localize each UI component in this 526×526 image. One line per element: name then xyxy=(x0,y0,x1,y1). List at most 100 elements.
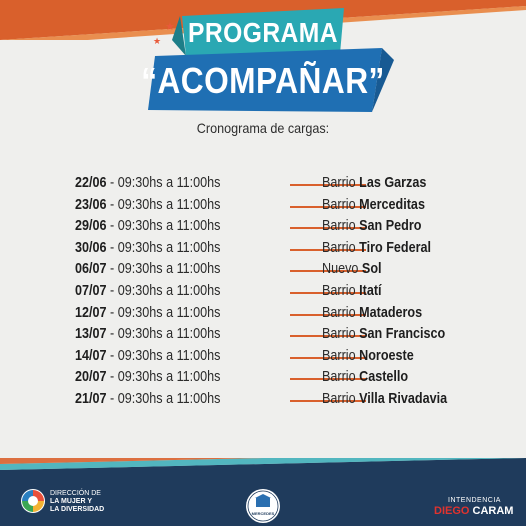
schedule-row: 06/07 - 09:30hs a 11:00hs Nuevo Sol xyxy=(75,260,475,282)
schedule-datetime: 20/07 - 09:30hs a 11:00hs xyxy=(75,368,220,385)
intendencia-name: DIEGO CARAM xyxy=(434,505,513,517)
schedule-divider-line xyxy=(290,378,366,381)
schedule-time: - 09:30hs a 11:00hs xyxy=(106,303,221,321)
schedule-datetime: 23/06 - 09:30hs a 11:00hs xyxy=(75,196,220,213)
schedule-time: - 09:30hs a 11:00hs xyxy=(106,325,221,343)
logo-line: LA MUJER Y xyxy=(50,498,93,505)
place-prefix: Barrio xyxy=(322,368,360,386)
schedule-divider-line xyxy=(290,248,366,251)
schedule-place: Barrio San Francisco xyxy=(322,325,445,342)
schedule-datetime: 22/06 - 09:30hs a 11:00hs xyxy=(75,174,220,191)
place-name: Tiro Federal xyxy=(359,238,432,256)
schedule-divider-line xyxy=(290,205,366,208)
schedule-place: Barrio Noroeste xyxy=(322,347,414,364)
schedule-divider-line xyxy=(290,291,366,294)
place-prefix: Nuevo xyxy=(322,260,362,278)
schedule-datetime: 13/07 - 09:30hs a 11:00hs xyxy=(75,325,220,342)
schedule-time: - 09:30hs a 11:00hs xyxy=(106,368,221,386)
program-title-line2: “ACOMPAÑAR” xyxy=(141,60,385,101)
schedule-divider-line xyxy=(290,356,366,359)
schedule-datetime: 07/07 - 09:30hs a 11:00hs xyxy=(75,282,220,299)
schedule-date: 21/07 xyxy=(75,389,107,407)
schedule-row: 22/06 - 09:30hs a 11:00hs Barrio Las Gar… xyxy=(75,174,475,196)
schedule-time: - 09:30hs a 11:00hs xyxy=(106,346,221,364)
schedule-date: 14/07 xyxy=(75,346,107,364)
mujer-diversidad-logo-text: DIRECCIÓN DE LA MUJER Y LA DIVERSIDAD xyxy=(50,490,104,514)
schedule-divider-line xyxy=(290,399,366,402)
schedule-place: Barrio Villa Rivadavia xyxy=(322,390,447,407)
schedule-divider-line xyxy=(290,335,366,338)
schedule-divider-line xyxy=(290,184,366,186)
place-name: Las Garzas xyxy=(359,174,427,191)
schedule-date: 07/07 xyxy=(75,281,107,299)
place-prefix: Barrio xyxy=(322,217,360,235)
logo-line: LA DIVERSIDAD xyxy=(50,506,105,513)
place-name: Merceditas xyxy=(359,195,425,213)
schedule-date: 22/06 xyxy=(75,174,107,191)
schedule-time: - 09:30hs a 11:00hs xyxy=(106,281,221,299)
schedule-time: - 09:30hs a 11:00hs xyxy=(106,238,221,256)
schedule-place: Nuevo Sol xyxy=(322,260,382,277)
schedule-row: 14/07 - 09:30hs a 11:00hs Barrio Noroest… xyxy=(75,347,475,369)
schedule-row: 13/07 - 09:30hs a 11:00hs Barrio San Fra… xyxy=(75,325,475,347)
schedule-row: 07/07 - 09:30hs a 11:00hs Barrio Itatí xyxy=(75,282,475,304)
schedule-date: 29/06 xyxy=(75,217,107,235)
schedule-place: Barrio Merceditas xyxy=(322,196,425,213)
place-name: Sol xyxy=(361,260,382,278)
schedule-row: 29/06 - 09:30hs a 11:00hs Barrio San Ped… xyxy=(75,217,475,239)
schedule-subtitle: Cronograma de cargas: xyxy=(196,120,330,136)
schedule-datetime: 29/06 - 09:30hs a 11:00hs xyxy=(75,217,220,234)
schedule-divider-line xyxy=(290,270,366,273)
schedule-place: Barrio Itatí xyxy=(322,282,382,299)
place-name: San Francisco xyxy=(359,325,446,343)
mercedes-seal-text: MERCEDES xyxy=(251,511,275,516)
schedule-datetime: 30/06 - 09:30hs a 11:00hs xyxy=(75,239,220,256)
schedule-time: - 09:30hs a 11:00hs xyxy=(106,174,221,191)
schedule-row: 12/07 - 09:30hs a 11:00hs Barrio Matader… xyxy=(75,304,475,326)
schedule-row: 21/07 - 09:30hs a 11:00hs Barrio Villa R… xyxy=(75,390,475,412)
place-name: Villa Rivadavia xyxy=(359,389,448,407)
place-name: Noroeste xyxy=(359,346,414,364)
place-prefix: Barrio xyxy=(322,346,360,364)
mujer-diversidad-logo-icon xyxy=(21,489,45,513)
place-name: Castello xyxy=(359,368,409,386)
place-name: San Pedro xyxy=(359,217,422,235)
schedule-row: 30/06 - 09:30hs a 11:00hs Barrio Tiro Fe… xyxy=(75,239,475,261)
schedule-datetime: 06/07 - 09:30hs a 11:00hs xyxy=(75,260,220,277)
schedule-time: - 09:30hs a 11:00hs xyxy=(106,389,221,407)
schedule-date: 20/07 xyxy=(75,368,107,386)
place-prefix: Barrio xyxy=(322,195,360,213)
schedule-datetime: 21/07 - 09:30hs a 11:00hs xyxy=(75,390,220,407)
svg-text:★: ★ xyxy=(165,21,175,33)
place-prefix: Barrio xyxy=(322,325,360,343)
place-name: Mataderos xyxy=(359,303,423,321)
place-prefix: Barrio xyxy=(322,238,360,256)
name-last: CARAM xyxy=(472,505,514,517)
schedule-time: - 09:30hs a 11:00hs xyxy=(106,195,221,213)
svg-text:★: ★ xyxy=(153,36,161,46)
schedule-datetime: 12/07 - 09:30hs a 11:00hs xyxy=(75,304,220,321)
name-first: DIEGO xyxy=(434,505,470,517)
schedule-list: 22/06 - 09:30hs a 11:00hs Barrio Las Gar… xyxy=(75,174,475,412)
schedule-date: 13/07 xyxy=(75,325,107,343)
schedule-date: 23/06 xyxy=(75,195,107,213)
schedule-date: 06/07 xyxy=(75,260,107,278)
schedule-place: Barrio Mataderos xyxy=(322,304,422,321)
schedule-datetime: 14/07 - 09:30hs a 11:00hs xyxy=(75,347,220,364)
schedule-date: 12/07 xyxy=(75,303,107,321)
schedule-place: Barrio San Pedro xyxy=(322,217,421,234)
place-prefix: Barrio xyxy=(322,174,360,191)
program-title-line1: PROGRAMA xyxy=(187,17,338,48)
schedule-divider-line xyxy=(290,313,366,316)
place-name: Itatí xyxy=(359,281,382,299)
schedule-divider-line xyxy=(290,227,366,230)
schedule-time: - 09:30hs a 11:00hs xyxy=(106,260,221,278)
logo-line: DIRECCIÓN DE xyxy=(50,490,101,497)
mercedes-seal-icon xyxy=(246,489,280,523)
schedule-date: 30/06 xyxy=(75,238,107,256)
schedule-place: Barrio Las Garzas xyxy=(322,174,426,191)
title-banner: ★ ★ xyxy=(148,8,394,112)
schedule-place: Barrio Tiro Federal xyxy=(322,239,431,256)
intendencia-label: INTENDENCIA xyxy=(448,497,501,504)
schedule-place: Barrio Castello xyxy=(322,368,408,385)
